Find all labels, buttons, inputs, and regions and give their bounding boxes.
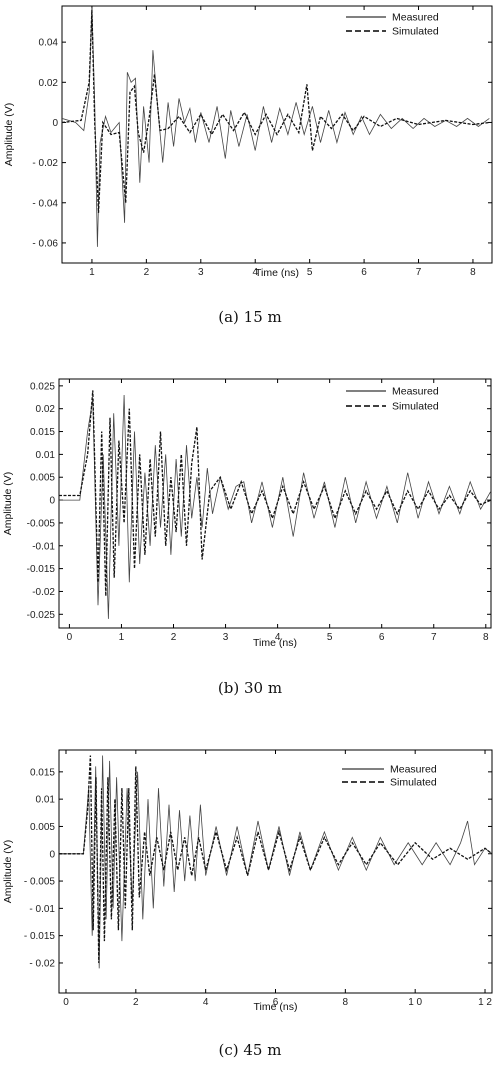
y-tick-label: - 0.02 (32, 158, 58, 169)
x-tick-label: 8 (343, 997, 349, 1008)
y-tick-label: 0 (52, 118, 58, 129)
x-tick-label: 7 (416, 267, 422, 278)
y-axis-label: Amplitude (V) (2, 472, 14, 536)
x-tick-label: 3 (223, 632, 229, 643)
x-tick-label: 3 (198, 267, 204, 278)
x-tick-label: 8 (483, 632, 489, 643)
chart-caption: (c) 45 m (219, 1041, 282, 1059)
y-axis-label: Amplitude (V) (3, 103, 15, 167)
x-tick-label: 2 (144, 267, 150, 278)
x-tick-label: 6 (361, 267, 367, 278)
y-tick-label: 0 (49, 849, 55, 860)
x-tick-label: 1 (119, 632, 125, 643)
legend-label-simulated: Simulated (390, 777, 437, 789)
chart-3: 0 2 4 6 8 1 0 1 2 - 0.02 - 0.015 - 0.01 - 0.005 0 0.… (2, 749, 493, 1059)
legend-label-measured: Measured (392, 12, 439, 24)
plot-frame (61, 5, 493, 264)
y-tick-label: 0.02 (36, 404, 56, 415)
y-tick-label: - 0.06 (32, 238, 58, 249)
legend-label-measured: Measured (392, 386, 439, 398)
x-axis-label: Time (ns) (255, 267, 299, 279)
x-tick-label: 2 (133, 997, 139, 1008)
series-line-measured (62, 7, 490, 247)
legend-label-simulated: Simulated (392, 401, 439, 413)
x-axis-label: Time (ns) (254, 1001, 298, 1013)
y-tick-label: 0.02 (39, 78, 59, 89)
y-tick-label: 0.04 (39, 38, 59, 49)
y-tick-label: -0.015 (27, 564, 56, 575)
x-axis-label: Time (ns) (253, 637, 297, 649)
y-tick-label: -0.005 (27, 518, 56, 529)
x-tick-label: 1 (89, 267, 95, 278)
series-line-measured (59, 755, 492, 969)
x-tick-label: 5 (327, 632, 333, 643)
series-line-measured (59, 394, 491, 619)
x-tick-label: 8 (470, 267, 476, 278)
x-tick-label: 4 (203, 997, 209, 1008)
y-tick-label: 0 (49, 496, 55, 507)
series-line-simulated (59, 755, 492, 964)
chart-2: 0 1 2 3 4 5 6 7 8 -0.025 -0.02 -0.015 -0.01 -0.005 0 0.… (2, 378, 492, 697)
y-tick-label: -0.01 (32, 541, 55, 552)
y-tick-label: - 0.015 (24, 931, 56, 942)
x-tick-label: 2 (171, 632, 177, 643)
y-tick-label: 0.005 (30, 822, 55, 833)
series-line-simulated (62, 9, 490, 213)
x-tick-label: 5 (307, 267, 313, 278)
y-tick-label: 0.005 (30, 473, 55, 484)
plot-frame (58, 378, 492, 629)
y-tick-label: -0.025 (27, 610, 56, 621)
y-tick-label: 0.01 (36, 795, 56, 806)
chart-caption: (a) 15 m (218, 308, 282, 326)
legend-label-measured: Measured (390, 764, 437, 776)
chart-1: 1 2 3 4 5 6 7 8 - 0.06 - 0.04 - 0.02 0 0.02 0.04 Time … (3, 5, 493, 326)
chart-caption: (b) 30 m (218, 679, 282, 697)
y-tick-label: 0.015 (30, 427, 55, 438)
x-tick-label: 1 0 (408, 997, 422, 1008)
y-tick-label: - 0.04 (32, 198, 58, 209)
x-tick-label: 1 2 (478, 997, 492, 1008)
legend-label-simulated: Simulated (392, 26, 439, 38)
x-tick-label: 6 (273, 997, 279, 1008)
y-tick-label: 0.025 (30, 381, 55, 392)
x-tick-label: 4 (275, 632, 281, 643)
x-tick-label: 0 (67, 632, 73, 643)
y-tick-label: 0.015 (30, 767, 55, 778)
y-axis-label: Amplitude (V) (2, 840, 14, 904)
y-tick-label: -0.02 (32, 587, 55, 598)
y-tick-label: - 0.02 (29, 958, 55, 969)
y-tick-label: - 0.01 (29, 904, 55, 915)
series-line-simulated (59, 390, 491, 597)
y-tick-label: 0.01 (36, 450, 56, 461)
x-tick-label: 7 (431, 632, 437, 643)
x-tick-label: 6 (379, 632, 385, 643)
y-tick-label: - 0.005 (24, 877, 56, 888)
x-tick-label: 0 (63, 997, 69, 1008)
x-tick-label: 4 (252, 267, 258, 278)
